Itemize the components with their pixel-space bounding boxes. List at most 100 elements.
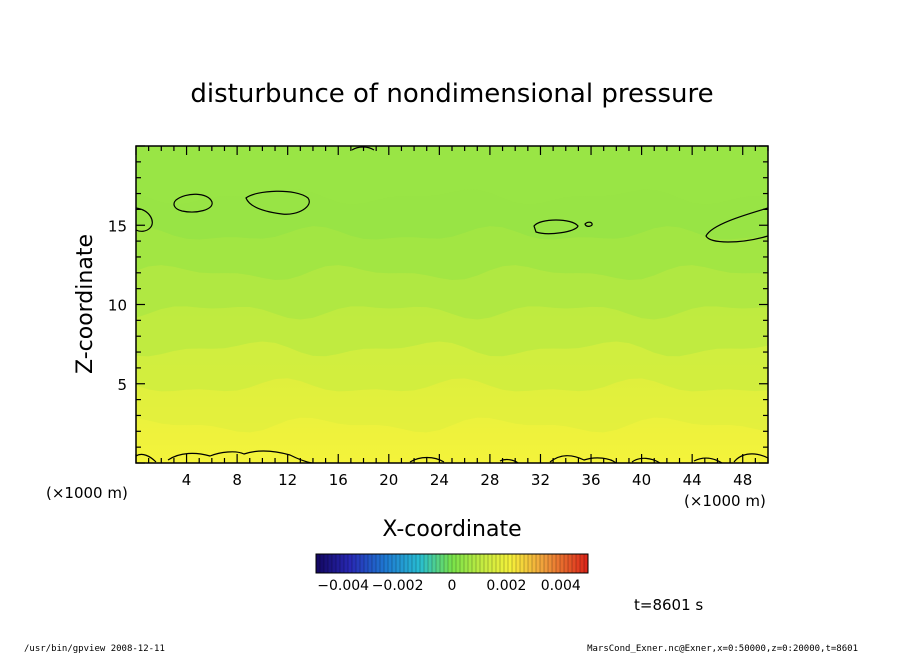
- colorbar-cell: [524, 554, 529, 573]
- colorbar-cell: [332, 554, 337, 573]
- y-tick-label: 15: [108, 217, 127, 235]
- x-tick-label: 28: [480, 471, 499, 489]
- zero-contours: [136, 146, 768, 463]
- colorbar-cell: [584, 554, 589, 573]
- colorbar-cell: [408, 554, 413, 573]
- x-tick-label: 40: [632, 471, 651, 489]
- colorbar-cell: [340, 554, 345, 573]
- colorbar-cell: [548, 554, 553, 573]
- colorbar-cell: [376, 554, 381, 573]
- contour-line: [533, 219, 579, 235]
- colorbar-cell: [380, 554, 385, 573]
- colorbar-cell: [516, 554, 521, 573]
- x-unit-label-left: (×1000 m): [46, 484, 128, 502]
- footer-left: /usr/bin/gpview 2008-12-11: [24, 644, 165, 654]
- colorbar-cell: [404, 554, 409, 573]
- colorbar-cell: [316, 554, 321, 573]
- colorbar-cell: [492, 554, 497, 573]
- colorbar-cell: [528, 554, 533, 573]
- colorbar-cell: [336, 554, 341, 573]
- y-tick-label: 5: [117, 376, 127, 394]
- colorbar-cell: [480, 554, 485, 573]
- colorbar-cell: [324, 554, 329, 573]
- x-tick-label: 8: [232, 471, 242, 489]
- colorbar-cell: [388, 554, 393, 573]
- x-tick-label: 16: [329, 471, 348, 489]
- colorbar-cell: [472, 554, 477, 573]
- colorbar-cells: [315, 554, 589, 573]
- colorbar-cell: [420, 554, 425, 573]
- colorbar-cell: [556, 554, 561, 573]
- contour-line: [584, 221, 593, 227]
- axis-ticks: [135, 145, 769, 464]
- colorbar-cell: [428, 554, 433, 573]
- x-tick-label: 48: [733, 471, 752, 489]
- colorbar-cell: [540, 554, 545, 573]
- contour-line: [173, 193, 213, 213]
- colorbar-label: −0.004: [317, 578, 369, 594]
- colorbar-cell: [328, 554, 333, 573]
- colorbar-cell: [496, 554, 501, 573]
- colorbar-cell: [452, 554, 457, 573]
- colorbar-cell: [392, 554, 397, 573]
- colorbar-label: 0: [448, 578, 457, 594]
- y-tick-label: 10: [108, 297, 127, 315]
- colorbar-cell: [572, 554, 577, 573]
- colorbar-cell: [360, 554, 365, 573]
- colorbar-cell: [512, 554, 517, 573]
- colorbar-cell: [416, 554, 421, 573]
- contour-line: [136, 450, 768, 463]
- colorbar-cell: [488, 554, 493, 573]
- colorbar-cell: [520, 554, 525, 573]
- colorbar-frame: [315, 553, 589, 574]
- field-bands: [136, 146, 768, 463]
- x-tick-label: 20: [379, 471, 398, 489]
- colorbar-cell: [352, 554, 357, 573]
- footer-right: MarsCond_Exner.nc@Exner,x=0:50000,z=0:20…: [587, 644, 858, 654]
- colorbar-cell: [464, 554, 469, 573]
- time-label: t=8601 s: [634, 596, 703, 614]
- colorbar-cell: [372, 554, 377, 573]
- colorbar-cell: [356, 554, 361, 573]
- colorbar-cell: [444, 554, 449, 573]
- colorbar-cell: [532, 554, 537, 573]
- colorbar-label: −0.002: [372, 578, 424, 594]
- y-axis-label: Z-coordinate: [73, 234, 98, 374]
- colorbar-cell: [424, 554, 429, 573]
- colorbar-label: 0.002: [486, 578, 526, 594]
- x-tick-labels: 4 8 12 16 20 24 28 32 36 40 44 48: [182, 471, 752, 489]
- colorbar-cell: [448, 554, 453, 573]
- colorbar-cell: [460, 554, 465, 573]
- colorbar-cell: [544, 554, 549, 573]
- colorbar-cell: [412, 554, 417, 573]
- colorbar-cell: [400, 554, 405, 573]
- colorbar-cell: [364, 554, 369, 573]
- colorbar-cell: [476, 554, 481, 573]
- colorbar-cell: [368, 554, 373, 573]
- colorbar-cell: [456, 554, 461, 573]
- field-band: [136, 146, 768, 205]
- colorbar-cell: [440, 554, 445, 573]
- colorbar-cell: [504, 554, 509, 573]
- colorbar-cell: [432, 554, 437, 573]
- x-unit-label-right: (×1000 m): [684, 492, 766, 510]
- colorbar-cell: [484, 554, 489, 573]
- colorbar-cell: [568, 554, 573, 573]
- colorbar-cell: [344, 554, 349, 573]
- colorbar: −0.004 −0.002 0 0.002 0.004: [315, 553, 589, 594]
- x-tick-label: 24: [430, 471, 449, 489]
- colorbar-label: 0.004: [541, 578, 581, 594]
- colorbar-cell: [396, 554, 401, 573]
- x-tick-label: 36: [581, 471, 600, 489]
- colorbar-labels: −0.004 −0.002 0 0.002 0.004: [317, 578, 581, 594]
- colorbar-cell: [348, 554, 353, 573]
- colorbar-cell: [580, 554, 585, 573]
- x-tick-label: 4: [182, 471, 192, 489]
- colorbar-cell: [508, 554, 513, 573]
- contour-line: [705, 207, 768, 243]
- colorbar-cell: [468, 554, 473, 573]
- x-tick-label: 44: [683, 471, 702, 489]
- colorbar-cell: [560, 554, 565, 573]
- contour-line: [245, 190, 310, 215]
